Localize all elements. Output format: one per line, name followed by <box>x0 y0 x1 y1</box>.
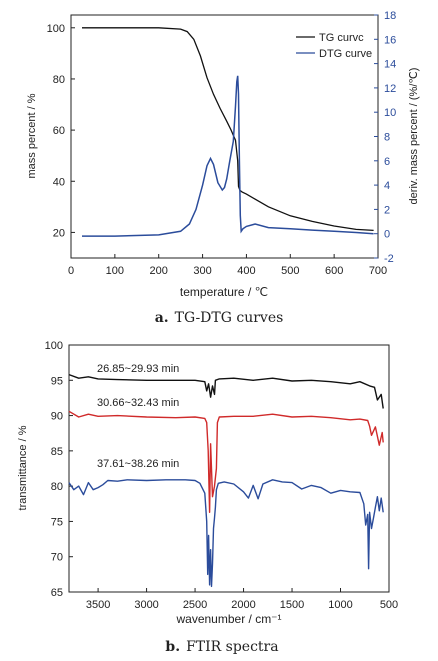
chart-b-x-tick-label: 1000 <box>328 599 352 611</box>
chart-b-y-tick-label: 65 <box>51 587 63 599</box>
chart-a-y-label: mass percent / % <box>26 93 38 178</box>
chart-b-lines <box>68 373 384 588</box>
chart-a-y-right-tick-label: 12 <box>384 83 396 95</box>
chart-a-x-tick-label: 200 <box>150 265 168 277</box>
ftir-spectrum-line-3 <box>68 479 384 588</box>
chart-a-y-right-tick-label: 8 <box>384 132 390 144</box>
caption-b: b. FTIR spectra <box>165 639 278 655</box>
tg-curve-line <box>82 27 374 232</box>
chart-a-y-right-tick-label: 2 <box>384 204 390 216</box>
series-label-26-85: 26.85~29.93 min <box>97 363 179 375</box>
chart-a-x-label: temperature / ℃ <box>180 285 268 299</box>
chart-a-y-tick-label: 40 <box>53 176 65 188</box>
chart-b-y-tick-label: 90 <box>51 411 63 423</box>
caption-a-letter: a. <box>155 310 169 326</box>
ftir-spectrum-line-2 <box>68 410 384 513</box>
chart-b-axes: 3500 3000 2500 2000 1500 1000 500 65 70 75 80 85 90 9… <box>45 340 399 611</box>
chart-a-y-right-tick-label: 14 <box>384 59 396 71</box>
chart-a-x-tick-label: 600 <box>325 265 343 277</box>
chart-a-axes: 0 100 200 300 400 500 600 700 20 40 60 80 100 -2 0 2 4 6 8… <box>47 10 397 277</box>
caption-a-text: TG-DTG curves <box>175 310 284 326</box>
legend-tg-label: TG curvc <box>319 32 364 44</box>
chart-a-y-right-label: deriv. mass percent / (%/℃) <box>408 68 420 205</box>
chart-b-y-tick-label: 95 <box>51 375 63 387</box>
caption-b-letter: b. <box>165 639 180 655</box>
chart-a-y-right-tick-label: 4 <box>384 180 390 192</box>
tg-dtg-chart: 0 100 200 300 400 500 600 700 20 40 60 80 100 -2 0 2 4 6 8… <box>26 10 420 299</box>
ftir-spectrum-line-1 <box>68 373 384 409</box>
caption-b-text: FTIR spectra <box>186 639 279 655</box>
dtg-curve-line <box>82 75 374 237</box>
chart-a-x-tick-label: 0 <box>68 265 74 277</box>
chart-b-y-tick-label: 80 <box>51 481 63 493</box>
chart-a-y-tick-label: 100 <box>47 23 65 35</box>
chart-a-lines <box>82 27 374 237</box>
chart-a-y-tick-label: 60 <box>53 125 65 137</box>
chart-a-y-right-tick-label: 10 <box>384 107 396 119</box>
chart-a-x-tick-label: 400 <box>237 265 255 277</box>
series-label-30-66: 30.66~32.43 min <box>97 397 179 409</box>
chart-b-y-tick-label: 70 <box>51 552 63 564</box>
chart-b-x-tick-label: 3000 <box>134 599 158 611</box>
chart-b-y-tick-label: 75 <box>51 516 63 528</box>
chart-a-x-tick-label: 500 <box>281 265 299 277</box>
chart-a-y-right-tick-label: 18 <box>384 10 396 22</box>
chart-b-x-tick-label: 1500 <box>280 599 304 611</box>
chart-b-x-label: wavenumber / cm⁻¹ <box>175 612 281 626</box>
chart-b-y-tick-label: 100 <box>45 340 63 352</box>
caption-a: a. TG-DTG curves <box>155 310 284 326</box>
chart-b-x-tick-label: 2000 <box>231 599 255 611</box>
chart-a-x-tick-label: 100 <box>106 265 124 277</box>
chart-a-x-tick-label: 700 <box>369 265 387 277</box>
chart-a-y-tick-label: 80 <box>53 74 65 86</box>
chart-a-y-right-tick-label: -2 <box>384 253 394 265</box>
legend-dtg-label: DTG curve <box>319 48 372 60</box>
chart-a-y-right-tick-label: 0 <box>384 229 390 241</box>
chart-a-y-right-tick-label: 16 <box>384 34 396 46</box>
chart-a-legend: TG curvc DTG curve <box>296 32 372 60</box>
chart-a-x-tick-label: 300 <box>193 265 211 277</box>
chart-b-frame <box>68 344 390 593</box>
series-label-37-61: 37.61~38.26 min <box>97 458 179 470</box>
chart-a-y-tick-label: 20 <box>53 227 65 239</box>
chart-b-x-tick-label: 2500 <box>183 599 207 611</box>
chart-b-x-tick-label: 500 <box>380 599 398 611</box>
chart-b-x-tick-label: 3500 <box>86 599 110 611</box>
chart-b-y-tick-label: 85 <box>51 446 63 458</box>
ftir-chart: 3500 3000 2500 2000 1500 1000 500 65 70 75 80 85 90 9… <box>17 340 398 626</box>
chart-a-y-right-tick-label: 6 <box>384 156 390 168</box>
chart-b-y-label: transmittance / % <box>17 425 29 510</box>
